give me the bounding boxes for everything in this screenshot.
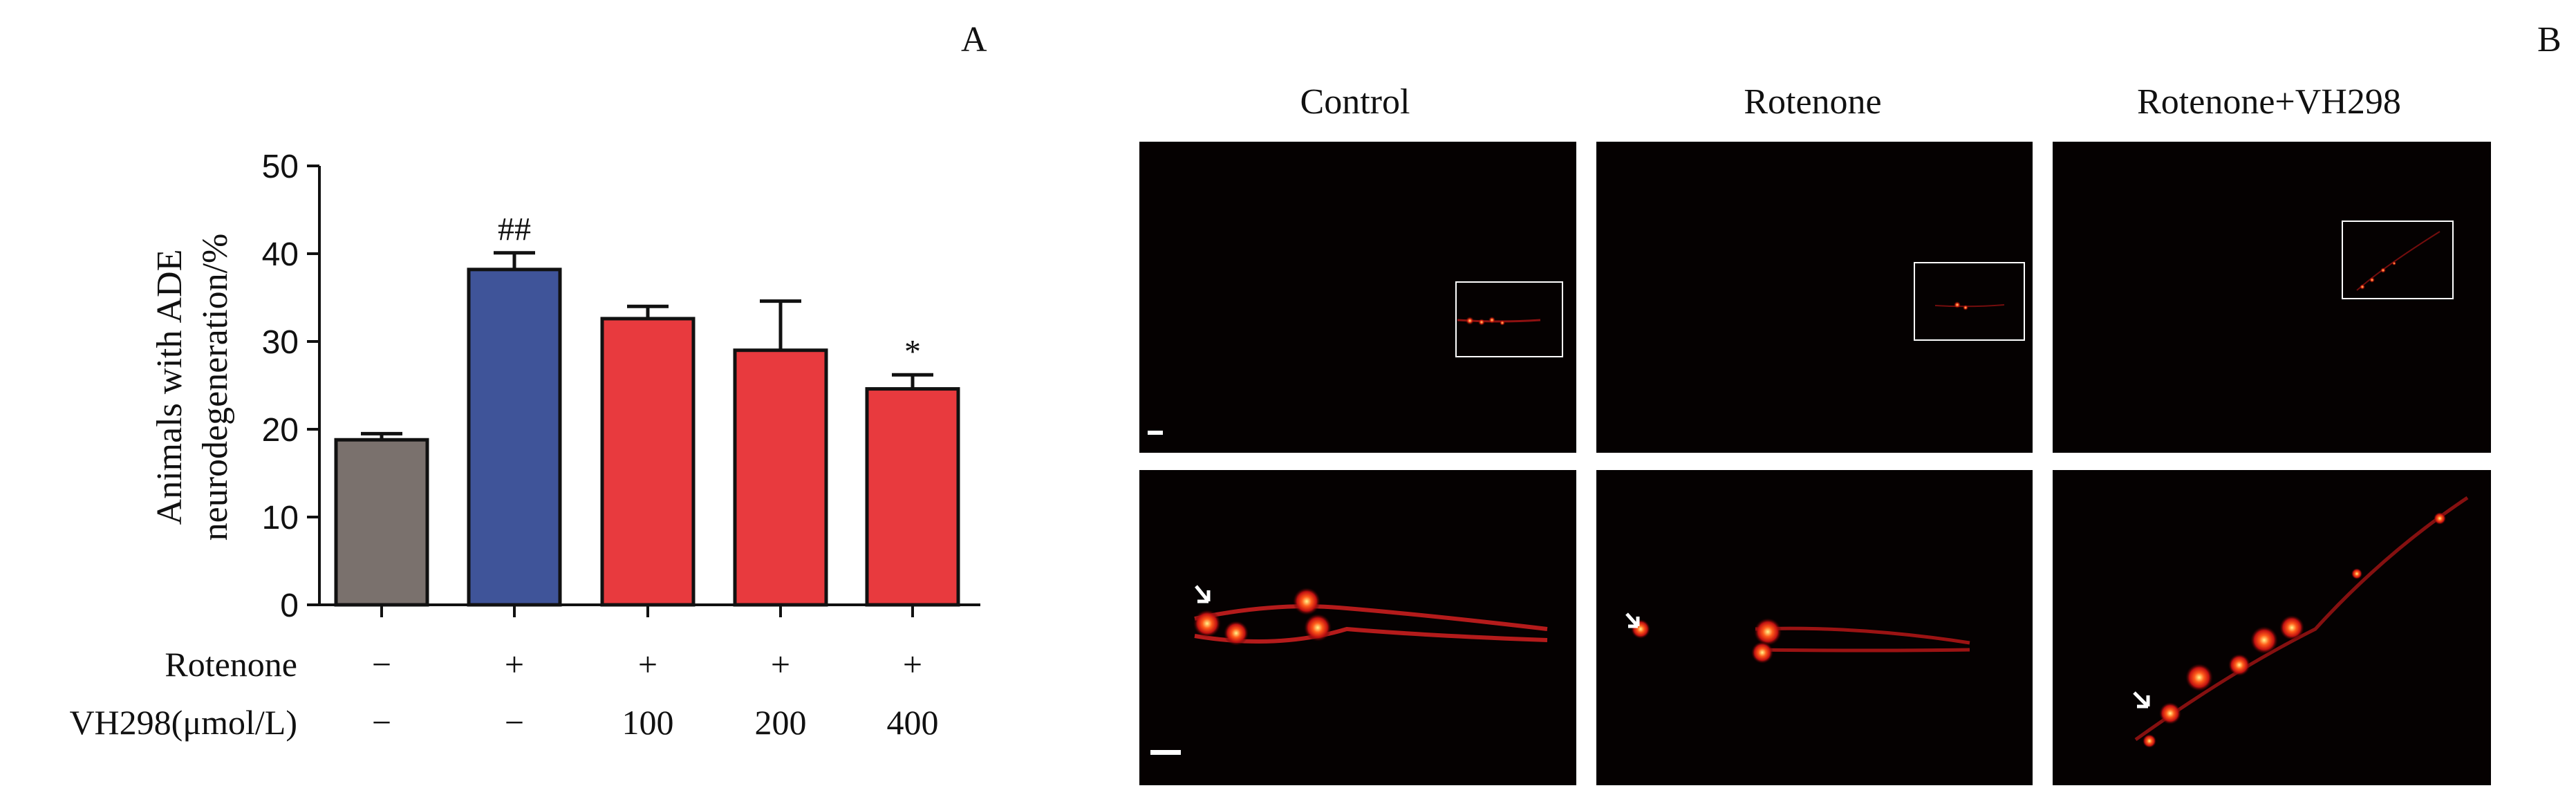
scale-bar <box>1148 431 1163 435</box>
y-tick-label: 0 <box>280 588 299 624</box>
column-title-rotenone: Rotenone <box>1744 82 1882 122</box>
y-tick-label: 10 <box>262 500 299 536</box>
micrograph-rotenone-vh298-zoom <box>2053 470 2491 785</box>
condition-value: 200 <box>755 703 807 742</box>
scale-bar <box>1150 750 1181 755</box>
y-tick-label: 30 <box>262 324 299 361</box>
column-title-rotenone-vh298: Rotenone+VH298 <box>2137 82 2401 122</box>
condition-value: 400 <box>887 703 939 742</box>
bar <box>865 387 960 607</box>
condition-label: Rotenone <box>165 645 297 684</box>
micrograph-rotenone-zoom <box>1596 470 2033 785</box>
significance-marker: * <box>904 333 921 370</box>
condition-value: − <box>372 645 391 684</box>
column-title-control: Control <box>1300 82 1410 122</box>
bar <box>733 348 828 607</box>
significance-marker: ## <box>498 212 531 248</box>
condition-value: 100 <box>622 703 674 742</box>
y-tick-label: 50 <box>262 149 299 185</box>
panel-label-a: A <box>961 20 987 59</box>
y-tick-label: 20 <box>262 412 299 449</box>
micrograph-control-overview <box>1139 142 1576 453</box>
y-axis-label-line1: Animals with ADE <box>150 250 189 525</box>
condition-value: + <box>638 645 657 684</box>
condition-value: + <box>505 645 524 684</box>
y-tick-label: 40 <box>262 236 299 273</box>
bar <box>600 317 696 607</box>
condition-value: − <box>372 703 391 742</box>
condition-value: + <box>771 645 790 684</box>
micrograph-control-zoom <box>1139 470 1576 785</box>
micrograph-rotenone-overview <box>1596 142 2033 453</box>
y-axis-label-line2: neurodegeneration/% <box>196 234 235 541</box>
condition-label: VH298(μmol/L) <box>69 703 297 742</box>
bar <box>334 438 429 607</box>
bar-chart: 0 10 20 30 40 50 Animals with ADE neurodegenera… <box>69 149 980 742</box>
condition-value: + <box>903 645 922 684</box>
micrograph-rotenone-vh298-overview <box>2053 142 2491 453</box>
bar <box>467 268 562 607</box>
panel-label-b: B <box>2537 20 2561 59</box>
condition-value: − <box>505 703 524 742</box>
